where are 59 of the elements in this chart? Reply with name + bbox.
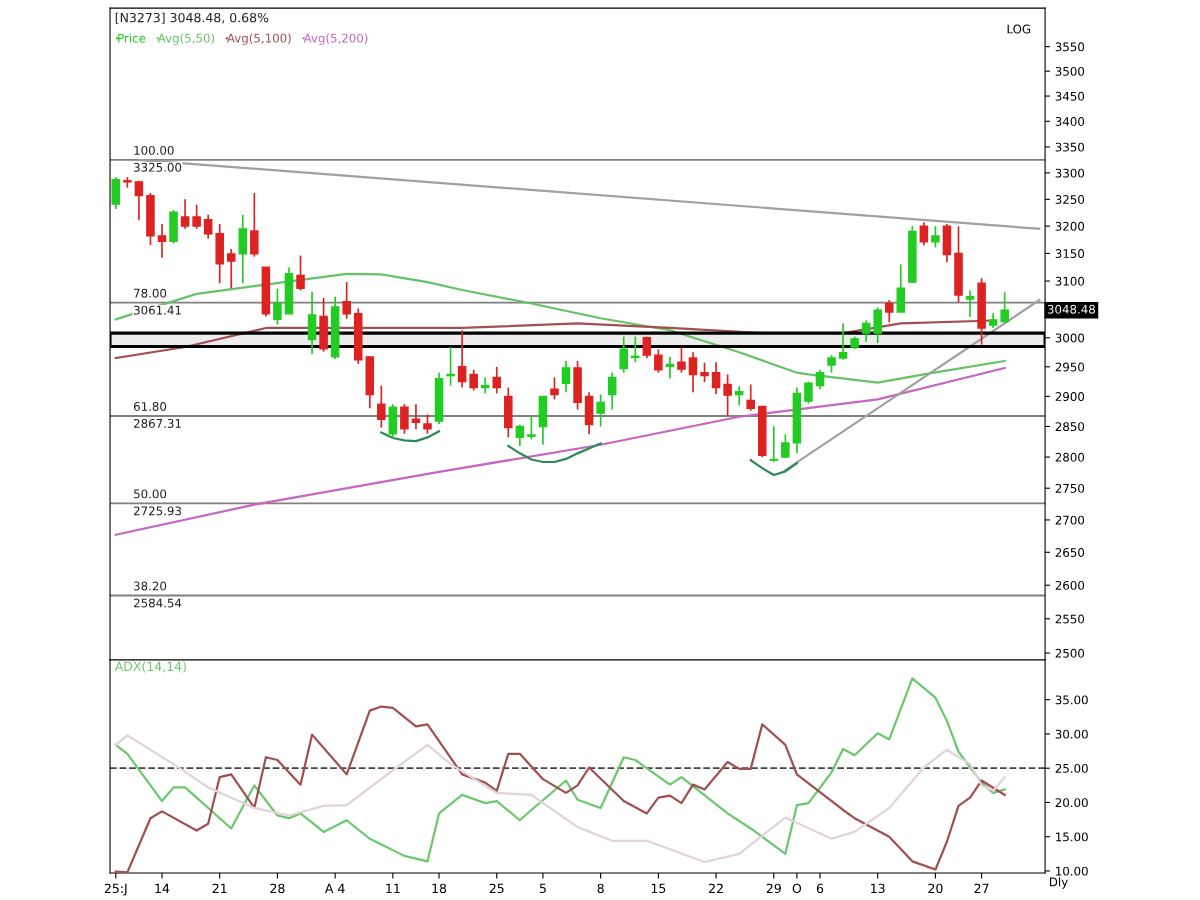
y-tick-label: 20.00 bbox=[1055, 798, 1088, 808]
x-tick-label: 6 bbox=[816, 883, 824, 894]
ref-line-label: 78.00 3061.41 bbox=[134, 288, 181, 315]
y-tick-label: 2900 bbox=[1055, 392, 1085, 402]
y-tick-label: 3500 bbox=[1055, 66, 1085, 76]
text: 3048.48 bbox=[1047, 304, 1095, 314]
y-tick-label: 15.00 bbox=[1056, 832, 1088, 842]
y-tick-label: 2850 bbox=[1055, 422, 1085, 432]
y-tick-label: 3400 bbox=[1055, 117, 1085, 126]
annotation: LOG bbox=[1007, 24, 1031, 34]
ref-line-label: 50.00 2725.93 bbox=[133, 489, 181, 516]
x-tick-label: 21 bbox=[212, 883, 227, 893]
y-tick-label: 35.00 bbox=[1055, 695, 1088, 705]
y-tick-label: 25.00 bbox=[1055, 763, 1088, 773]
y-tick-label: 3450 bbox=[1055, 91, 1085, 101]
text: Dly bbox=[1049, 877, 1068, 889]
x-tick-label: 27 bbox=[974, 883, 989, 893]
x-tick-label: 29 bbox=[766, 883, 781, 894]
x-tick-label: 8 bbox=[597, 883, 604, 894]
x-tick-label: 25:J bbox=[104, 883, 127, 896]
ref-line-label: 100.00 3325.00 bbox=[134, 145, 182, 172]
x-tick-label: 18 bbox=[432, 883, 447, 894]
x-tick-label: 15 bbox=[651, 883, 666, 894]
y-tick-label: 10.00 bbox=[1056, 866, 1088, 876]
x-tick-label: O bbox=[792, 883, 802, 894]
y-tick-label: 3200 bbox=[1055, 221, 1085, 231]
legend-label: Avg(5,200) bbox=[303, 33, 368, 45]
y-tick-label: 2500 bbox=[1055, 648, 1085, 658]
y-tick-label: 3100 bbox=[1055, 276, 1085, 286]
y-tick-label: 3350 bbox=[1055, 142, 1085, 152]
x-tick-label: 22 bbox=[709, 883, 723, 893]
ref-line-label: 38.20 2584.54 bbox=[133, 581, 182, 608]
y-tick-label: 2650 bbox=[1055, 548, 1085, 557]
chart-title: [N3273] 3048.48, 0.68% bbox=[115, 12, 269, 24]
x-tick-label: 14 bbox=[155, 883, 170, 893]
y-tick-label: 2750 bbox=[1055, 483, 1085, 493]
legend-label: Avg(5,50) bbox=[157, 33, 215, 45]
y-tick-label: 2950 bbox=[1055, 362, 1085, 372]
y-tick-label: 3300 bbox=[1055, 168, 1085, 178]
y-tick-label: 3250 bbox=[1055, 195, 1085, 204]
legend-label: Avg(5,100) bbox=[226, 33, 291, 45]
x-tick-label: 13 bbox=[871, 883, 885, 894]
y-tick-label: 30.00 bbox=[1055, 729, 1088, 739]
x-tick-label: 5 bbox=[539, 883, 546, 894]
y-tick-label: 2600 bbox=[1055, 580, 1085, 590]
x-tick-label: A 4 bbox=[325, 883, 345, 893]
chart-title: ADX(14,14) bbox=[114, 661, 186, 673]
x-tick-label: 28 bbox=[270, 883, 285, 894]
legend-label: Price bbox=[118, 33, 146, 43]
x-tick-label: 20 bbox=[928, 883, 943, 894]
y-tick-label: 2550 bbox=[1055, 614, 1085, 624]
y-tick-label: 3150 bbox=[1055, 249, 1085, 259]
x-tick-label: 11 bbox=[386, 883, 400, 893]
y-tick-label: 2700 bbox=[1055, 515, 1085, 525]
y-tick-label: 2800 bbox=[1055, 452, 1085, 462]
y-tick-label: 3550 bbox=[1055, 42, 1085, 52]
x-tick-label: 25 bbox=[489, 883, 504, 894]
y-tick-label: 3000 bbox=[1055, 333, 1085, 343]
ref-line-label: 61.80 2867.31 bbox=[133, 401, 181, 428]
